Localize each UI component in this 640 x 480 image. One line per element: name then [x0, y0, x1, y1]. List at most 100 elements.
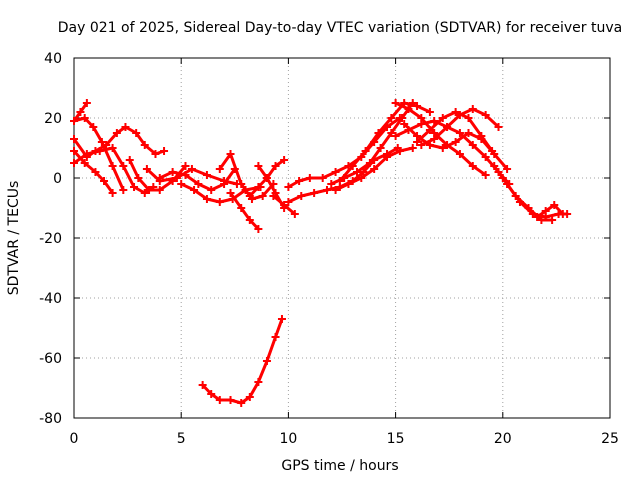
data-point: [190, 186, 199, 194]
data-point: [490, 162, 499, 170]
data-point: [488, 147, 497, 155]
data-point: [226, 150, 235, 158]
data-point: [160, 147, 169, 155]
data-point: [280, 201, 289, 209]
data-point: [119, 162, 128, 170]
data-point: [254, 183, 263, 191]
series-line: [394, 119, 511, 186]
data-point: [70, 117, 78, 125]
data-point: [413, 102, 422, 110]
data-point: [391, 99, 400, 107]
data-point: [108, 144, 117, 152]
data-point: [481, 171, 490, 179]
data-point: [503, 165, 512, 173]
data-point: [97, 138, 106, 146]
data-point: [194, 180, 203, 188]
data-point: [130, 183, 139, 191]
data-point: [430, 135, 439, 143]
data-point: [451, 108, 460, 116]
data-point: [438, 144, 447, 152]
data-point: [245, 192, 254, 200]
data-point: [322, 186, 331, 194]
series-line: [535, 203, 565, 219]
data-point: [89, 123, 98, 131]
data-point: [207, 390, 216, 398]
data-point: [142, 165, 151, 173]
data-point: [391, 132, 400, 140]
data-point: [481, 111, 490, 119]
data-point: [413, 138, 422, 146]
data-point: [400, 120, 409, 128]
y-tick-label: 20: [44, 111, 62, 127]
data-point: [102, 141, 111, 149]
data-point: [181, 162, 190, 170]
data-point: [262, 357, 271, 365]
data-point: [558, 210, 567, 218]
data-point: [305, 174, 314, 182]
data-point: [370, 165, 379, 173]
series-sat-k: [226, 189, 263, 233]
y-axis-label: SDTVAR / TECUs: [6, 181, 22, 296]
series-sat-ab: [533, 201, 567, 221]
data-point: [202, 195, 211, 203]
data-point: [140, 141, 149, 149]
data-point: [145, 186, 154, 194]
data-point: [468, 105, 477, 113]
data-point: [155, 186, 164, 194]
data-point: [548, 216, 557, 224]
y-tick-label: -20: [39, 231, 62, 247]
data-point: [258, 192, 267, 200]
data-point: [70, 135, 78, 143]
data-point: [207, 186, 216, 194]
y-tick-label: 0: [53, 171, 62, 187]
data-point: [344, 180, 353, 188]
data-point: [290, 210, 299, 218]
data-point: [271, 333, 280, 341]
x-axis-label: GPS time / hours: [281, 458, 398, 474]
series-sat-n: [269, 192, 299, 218]
series-line: [218, 152, 275, 201]
series-sat-t: [335, 99, 434, 185]
series-sat-v: [391, 117, 514, 188]
data-point: [348, 162, 357, 170]
series-sat-d: [70, 144, 158, 197]
data-series: [70, 99, 572, 407]
data-point: [387, 129, 396, 137]
data-point: [177, 180, 186, 188]
data-point: [271, 162, 280, 170]
data-point: [550, 201, 559, 209]
data-point: [464, 114, 473, 122]
data-point: [172, 174, 181, 182]
data-point: [80, 159, 89, 167]
data-point: [181, 171, 190, 179]
data-point: [132, 129, 141, 137]
data-point: [198, 381, 207, 389]
y-tick-label: -80: [39, 411, 62, 427]
data-point: [524, 204, 533, 212]
x-tick-label: 20: [494, 431, 512, 447]
data-point: [76, 108, 85, 116]
data-point: [541, 207, 550, 215]
data-point: [215, 165, 224, 173]
data-point: [245, 216, 254, 224]
grid: [74, 58, 610, 418]
data-point: [277, 315, 286, 323]
data-point: [254, 378, 263, 386]
data-point: [430, 117, 439, 125]
series-sat-y: [417, 105, 503, 149]
data-point: [108, 189, 117, 197]
axis-ticks: 0 5 10 15 20 25 40 20 0 -20 -40 -60 -80: [39, 51, 619, 447]
x-tick-label: 10: [279, 431, 297, 447]
series-sat-b: [70, 114, 128, 194]
series-sat-x: [413, 108, 497, 155]
series-sat-i: [155, 165, 239, 194]
data-point: [361, 147, 370, 155]
data-point: [91, 168, 100, 176]
data-point: [335, 177, 344, 185]
data-point: [533, 213, 542, 221]
y-tick-label: -60: [39, 351, 62, 367]
data-point: [383, 153, 392, 161]
data-point: [374, 129, 383, 137]
data-point: [481, 153, 490, 161]
series-line: [286, 116, 402, 189]
